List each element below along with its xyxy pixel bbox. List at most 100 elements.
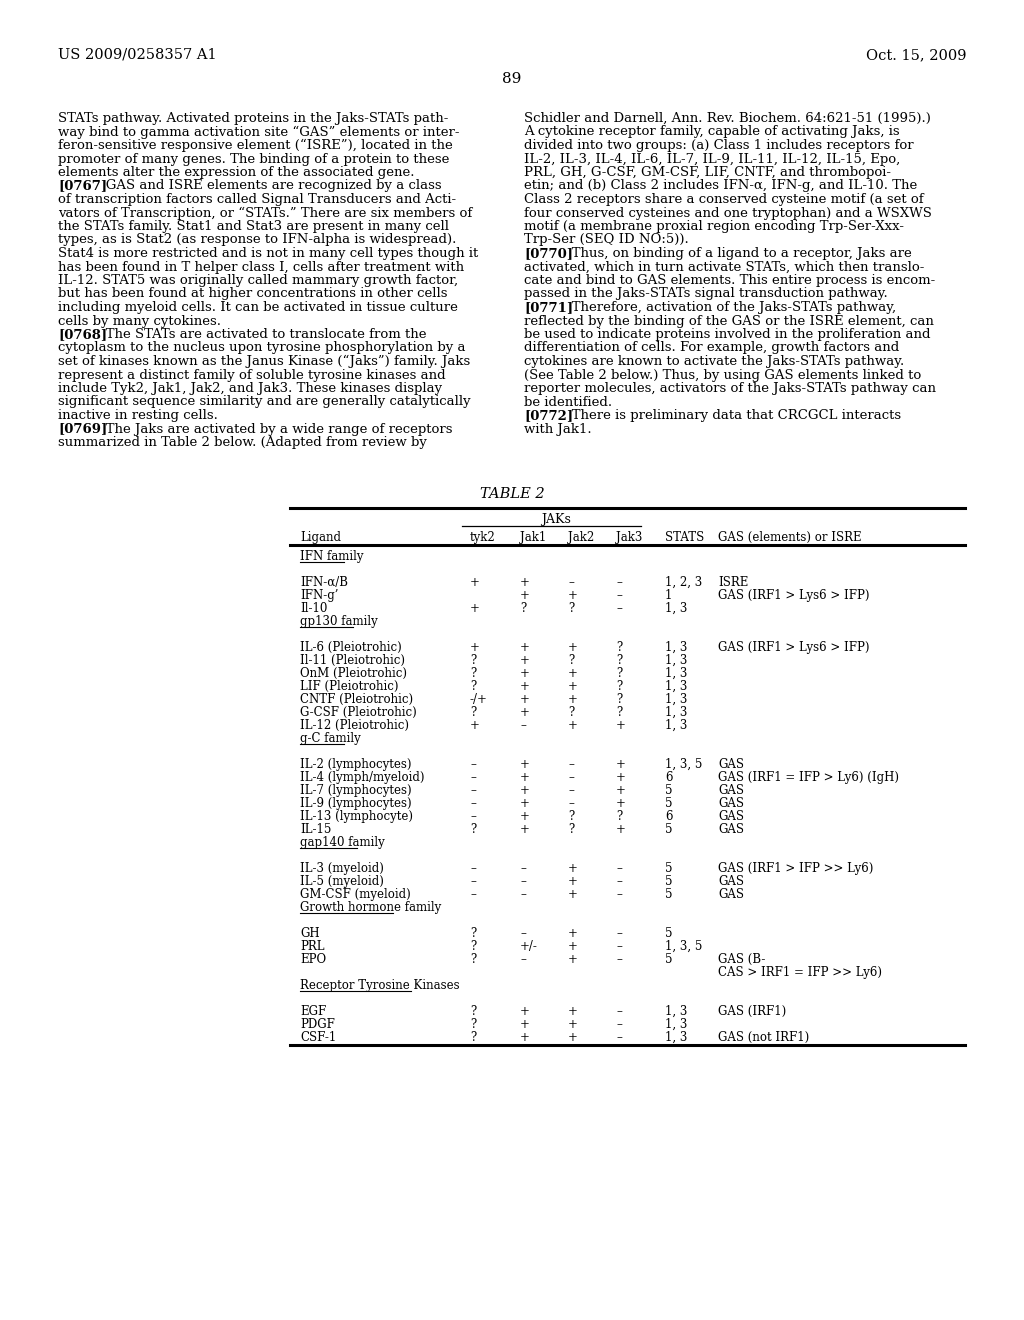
Text: types, as is Stat2 (as response to IFN-alpha is widespread).: types, as is Stat2 (as response to IFN-a…	[58, 234, 457, 247]
Text: –: –	[616, 602, 622, 615]
Text: +: +	[568, 1031, 578, 1044]
Text: +: +	[520, 642, 529, 653]
Text: 5: 5	[665, 862, 673, 875]
Text: four conserved cysteines and one tryptophan) and a WSXWS: four conserved cysteines and one tryptop…	[524, 206, 932, 219]
Text: be used to indicate proteins involved in the proliferation and: be used to indicate proteins involved in…	[524, 327, 931, 341]
Text: Receptor Tyrosine Kinases: Receptor Tyrosine Kinases	[300, 979, 460, 993]
Text: –: –	[470, 784, 476, 797]
Text: IFN family: IFN family	[300, 550, 364, 564]
Text: EPO: EPO	[300, 953, 326, 966]
Text: +: +	[568, 693, 578, 706]
Text: GAS (IRF1 = IFP > Ly6) (IgH): GAS (IRF1 = IFP > Ly6) (IgH)	[718, 771, 899, 784]
Text: +: +	[520, 771, 529, 784]
Text: gap140 family: gap140 family	[300, 836, 385, 849]
Text: reflected by the binding of the GAS or the ISRE element, can: reflected by the binding of the GAS or t…	[524, 314, 934, 327]
Text: Oct. 15, 2009: Oct. 15, 2009	[865, 48, 966, 62]
Text: –: –	[568, 771, 573, 784]
Text: Jak1: Jak1	[520, 531, 546, 544]
Text: +: +	[616, 719, 626, 733]
Text: 1, 3: 1, 3	[665, 693, 687, 706]
Text: 5: 5	[665, 875, 673, 888]
Text: ?: ?	[616, 680, 623, 693]
Text: summarized in Table 2 below. (Adapted from review by: summarized in Table 2 below. (Adapted fr…	[58, 436, 427, 449]
Text: promoter of many genes. The binding of a protein to these: promoter of many genes. The binding of a…	[58, 153, 450, 165]
Text: GAS: GAS	[718, 888, 744, 902]
Text: –: –	[616, 589, 622, 602]
Text: Jak2: Jak2	[568, 531, 594, 544]
Text: –: –	[520, 875, 526, 888]
Text: A cytokine receptor family, capable of activating Jaks, is: A cytokine receptor family, capable of a…	[524, 125, 900, 139]
Text: +: +	[616, 784, 626, 797]
Text: g-C family: g-C family	[300, 733, 360, 744]
Text: +: +	[520, 706, 529, 719]
Text: 5: 5	[665, 927, 673, 940]
Text: –: –	[470, 810, 476, 822]
Text: GAS: GAS	[718, 875, 744, 888]
Text: +: +	[616, 797, 626, 810]
Text: +: +	[568, 719, 578, 733]
Text: 89: 89	[503, 73, 521, 86]
Text: passed in the Jaks-STATs signal transduction pathway.: passed in the Jaks-STATs signal transduc…	[524, 288, 888, 301]
Text: ISRE: ISRE	[718, 576, 749, 589]
Text: ?: ?	[616, 653, 623, 667]
Text: –: –	[470, 862, 476, 875]
Text: IL-2, IL-3, IL-4, IL-6, IL-7, IL-9, IL-11, IL-12, IL-15, Epo,: IL-2, IL-3, IL-4, IL-6, IL-7, IL-9, IL-1…	[524, 153, 900, 165]
Text: –: –	[470, 797, 476, 810]
Text: with Jak1.: with Jak1.	[524, 422, 592, 436]
Text: Il-11 (Pleiotrohic): Il-11 (Pleiotrohic)	[300, 653, 406, 667]
Text: Growth hormone family: Growth hormone family	[300, 902, 441, 913]
Text: GM-CSF (myeloid): GM-CSF (myeloid)	[300, 888, 411, 902]
Text: –: –	[520, 953, 526, 966]
Text: +: +	[568, 1018, 578, 1031]
Text: Il-10: Il-10	[300, 602, 328, 615]
Text: significant sequence similarity and are generally catalytically: significant sequence similarity and are …	[58, 396, 471, 408]
Text: +: +	[470, 719, 480, 733]
Text: IL-12 (Pleiotrohic): IL-12 (Pleiotrohic)	[300, 719, 409, 733]
Text: 1, 3: 1, 3	[665, 719, 687, 733]
Text: inactive in resting cells.: inactive in resting cells.	[58, 409, 218, 422]
Text: IFN-α/B: IFN-α/B	[300, 576, 348, 589]
Text: There is preliminary data that CRCGCL interacts: There is preliminary data that CRCGCL in…	[559, 409, 901, 422]
Text: GAS: GAS	[718, 797, 744, 810]
Text: 1, 3: 1, 3	[665, 706, 687, 719]
Text: IFN-g’: IFN-g’	[300, 589, 339, 602]
Text: 6: 6	[665, 810, 673, 822]
Text: 1, 3: 1, 3	[665, 642, 687, 653]
Text: cate and bind to GAS elements. This entire process is encom-: cate and bind to GAS elements. This enti…	[524, 275, 935, 286]
Text: +: +	[520, 822, 529, 836]
Text: IL-13 (lymphocyte): IL-13 (lymphocyte)	[300, 810, 413, 822]
Text: –: –	[470, 888, 476, 902]
Text: +: +	[470, 602, 480, 615]
Text: 1, 3: 1, 3	[665, 680, 687, 693]
Text: activated, which in turn activate STATs, which then translo-: activated, which in turn activate STATs,…	[524, 260, 925, 273]
Text: +: +	[568, 1005, 578, 1018]
Text: [0771]: [0771]	[524, 301, 573, 314]
Text: IL-9 (lymphocytes): IL-9 (lymphocytes)	[300, 797, 412, 810]
Text: +: +	[616, 822, 626, 836]
Text: –: –	[616, 888, 622, 902]
Text: PDGF: PDGF	[300, 1018, 335, 1031]
Text: +: +	[520, 680, 529, 693]
Text: 1, 3: 1, 3	[665, 602, 687, 615]
Text: Trp-Ser (SEQ ID NO:5)).: Trp-Ser (SEQ ID NO:5)).	[524, 234, 689, 247]
Text: ?: ?	[568, 602, 574, 615]
Text: divided into two groups: (a) Class 1 includes receptors for: divided into two groups: (a) Class 1 inc…	[524, 139, 913, 152]
Text: US 2009/0258357 A1: US 2009/0258357 A1	[58, 48, 217, 62]
Text: elements alter the expression of the associated gene.: elements alter the expression of the ass…	[58, 166, 415, 180]
Text: of transcription factors called Signal Transducers and Acti-: of transcription factors called Signal T…	[58, 193, 456, 206]
Text: +: +	[520, 758, 529, 771]
Text: +: +	[520, 1005, 529, 1018]
Text: STATS: STATS	[665, 531, 705, 544]
Text: –: –	[520, 719, 526, 733]
Text: –: –	[616, 1018, 622, 1031]
Text: +: +	[568, 953, 578, 966]
Text: JAKs: JAKs	[541, 513, 570, 525]
Text: [0768]: [0768]	[58, 327, 108, 341]
Text: +: +	[520, 784, 529, 797]
Text: –: –	[520, 888, 526, 902]
Text: ?: ?	[568, 653, 574, 667]
Text: ?: ?	[616, 642, 623, 653]
Text: IL-3 (myeloid): IL-3 (myeloid)	[300, 862, 384, 875]
Text: –: –	[616, 875, 622, 888]
Text: ?: ?	[470, 653, 476, 667]
